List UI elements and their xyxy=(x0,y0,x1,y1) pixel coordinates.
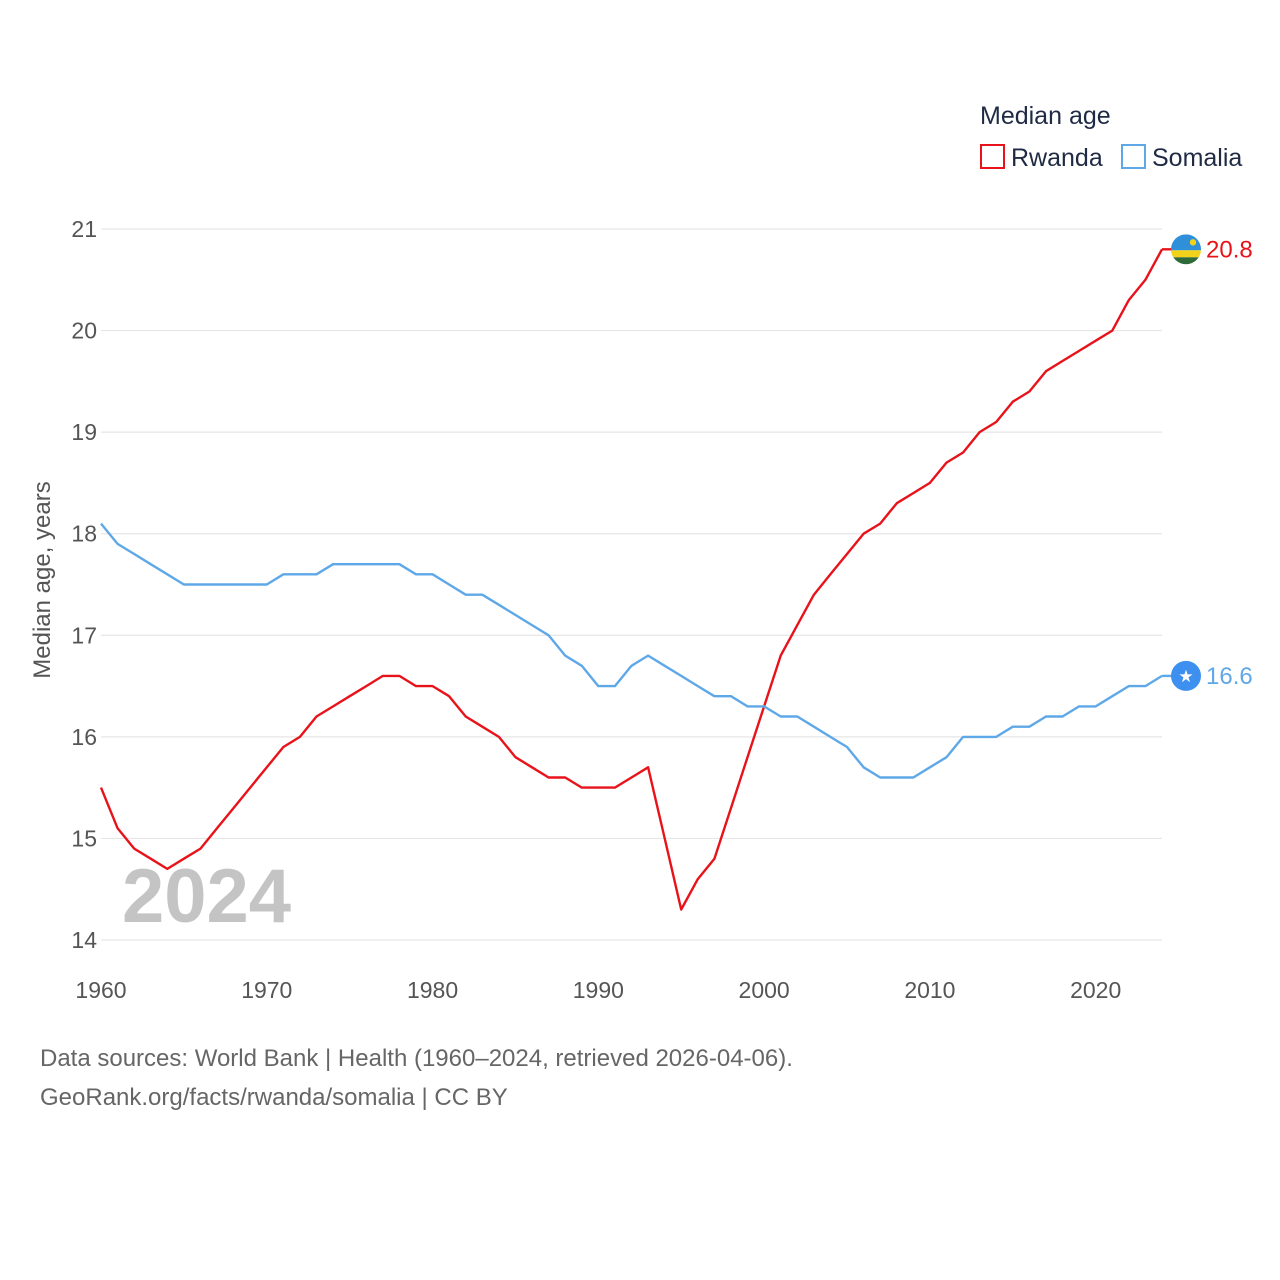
y-tick-label: 17 xyxy=(71,622,97,648)
x-tick-label: 2010 xyxy=(904,977,955,1003)
line-chart: 14 15 16 17 18 19 20 21 1960 1970 1980 1990 2000 201… xyxy=(29,102,1253,1003)
series-line-somalia[interactable] xyxy=(100,522,1163,779)
end-value-label-somalia: 16.6 xyxy=(1206,663,1253,690)
x-tick-label: 1990 xyxy=(573,977,624,1003)
series-end-markers: 20.8 ★ 16.6 xyxy=(1162,234,1253,691)
somalia-flag-icon: ★ xyxy=(1171,660,1201,691)
end-value-label-rwanda: 20.8 xyxy=(1206,236,1253,263)
series-lines xyxy=(99,248,1164,911)
legend-label-somalia[interactable]: Somalia xyxy=(1152,144,1242,172)
y-axis-label: Median age, years xyxy=(29,481,56,678)
x-tick-label: 1970 xyxy=(241,977,292,1003)
gridlines xyxy=(101,228,1162,941)
year-watermark: 2024 xyxy=(122,854,291,939)
footer-sources: Data sources: World Bank | Health (1960–… xyxy=(40,1045,793,1072)
legend: Median age Rwanda Somalia xyxy=(980,102,1242,172)
rwanda-flag-icon xyxy=(1171,234,1201,265)
y-tick-label: 14 xyxy=(71,927,97,953)
y-tick-label: 18 xyxy=(71,521,97,547)
svg-text:★: ★ xyxy=(1178,667,1193,687)
legend-label-rwanda[interactable]: Rwanda xyxy=(1011,144,1103,172)
y-tick-label: 19 xyxy=(71,419,97,445)
footer-attribution[interactable]: GeoRank.org/facts/rwanda/somalia | CC BY xyxy=(40,1084,508,1111)
x-axis-ticks: 1960 1970 1980 1990 2000 2010 2020 xyxy=(75,977,1121,1003)
x-tick-label: 1960 xyxy=(75,977,126,1003)
y-axis-ticks: 14 15 16 17 18 19 20 21 xyxy=(71,216,97,953)
legend-swatch-rwanda[interactable] xyxy=(980,144,1005,169)
x-tick-label: 1980 xyxy=(407,977,458,1003)
legend-title: Median age xyxy=(980,102,1111,130)
y-tick-label: 21 xyxy=(71,216,97,242)
x-tick-label: 2020 xyxy=(1070,977,1121,1003)
y-tick-label: 15 xyxy=(71,825,97,851)
y-tick-label: 16 xyxy=(71,724,97,750)
y-tick-label: 20 xyxy=(71,318,97,344)
x-tick-label: 2000 xyxy=(739,977,790,1003)
series-line-rwanda[interactable] xyxy=(99,248,1164,911)
legend-swatch-somalia[interactable] xyxy=(1121,144,1146,169)
